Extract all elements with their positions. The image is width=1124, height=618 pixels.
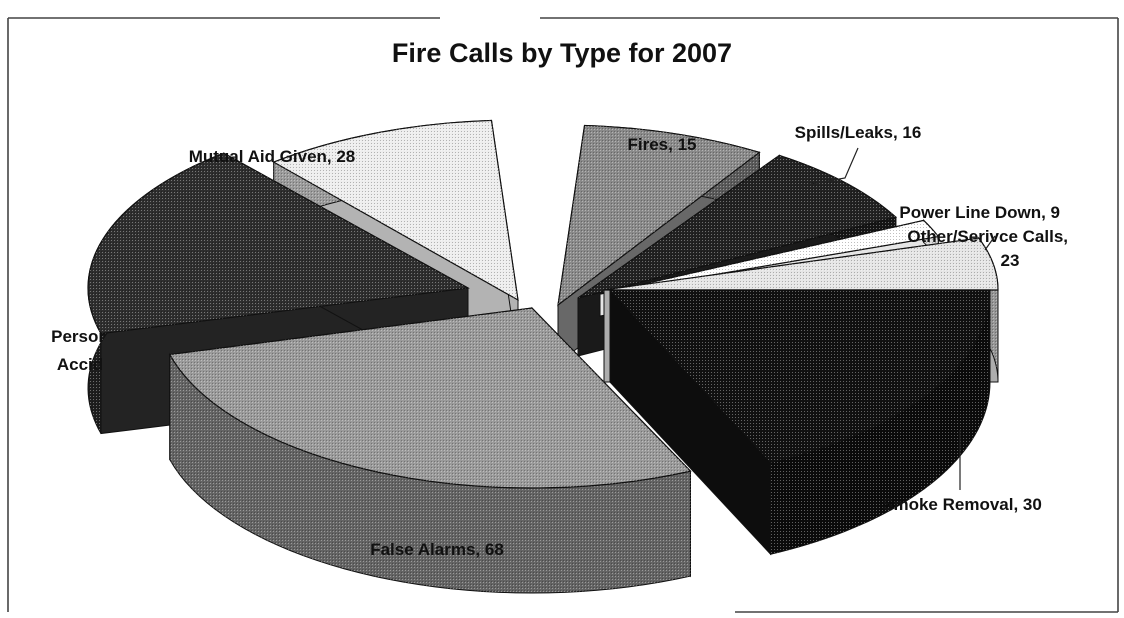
leader-line: [984, 235, 996, 251]
slice-labels: Fires, 15 Spills/Leaks, 16 Power Line Down…: [51, 123, 1068, 559]
slice-label-personal-accident: Persor: [51, 327, 105, 346]
pie-slice-false-alarms: [168, 306, 692, 594]
chart-title: Fire Calls by Type for 2007: [392, 38, 732, 68]
slice-label-false-alarms: False Alarms, 68: [370, 540, 504, 559]
pie-slice-smoke-removal: [608, 288, 991, 556]
pie-chart: [87, 119, 999, 594]
slice-label-smoke-removal: Smoke Removal, 30: [882, 495, 1042, 514]
slice-label-line2-other-serivce-calls: 23: [1001, 251, 1020, 270]
leader-line: [799, 147, 859, 187]
slice-label-mutual-aid-given: Mutual Aid Given, 28: [189, 147, 356, 166]
slice-label-power-line-down: Power Line Down, 9: [899, 203, 1060, 222]
chart-frame: [7, 17, 1119, 613]
slice-label-line2-personal-accident: Accid: [57, 355, 103, 374]
pie-slice-fires: [557, 124, 761, 365]
slice-label-spills-leaks: Spills/Leaks, 16: [795, 123, 922, 142]
slice-label-other-serivce-calls: Other/Serivce Calls,: [907, 227, 1068, 246]
slice-label-fires: Fires, 15: [628, 135, 697, 154]
